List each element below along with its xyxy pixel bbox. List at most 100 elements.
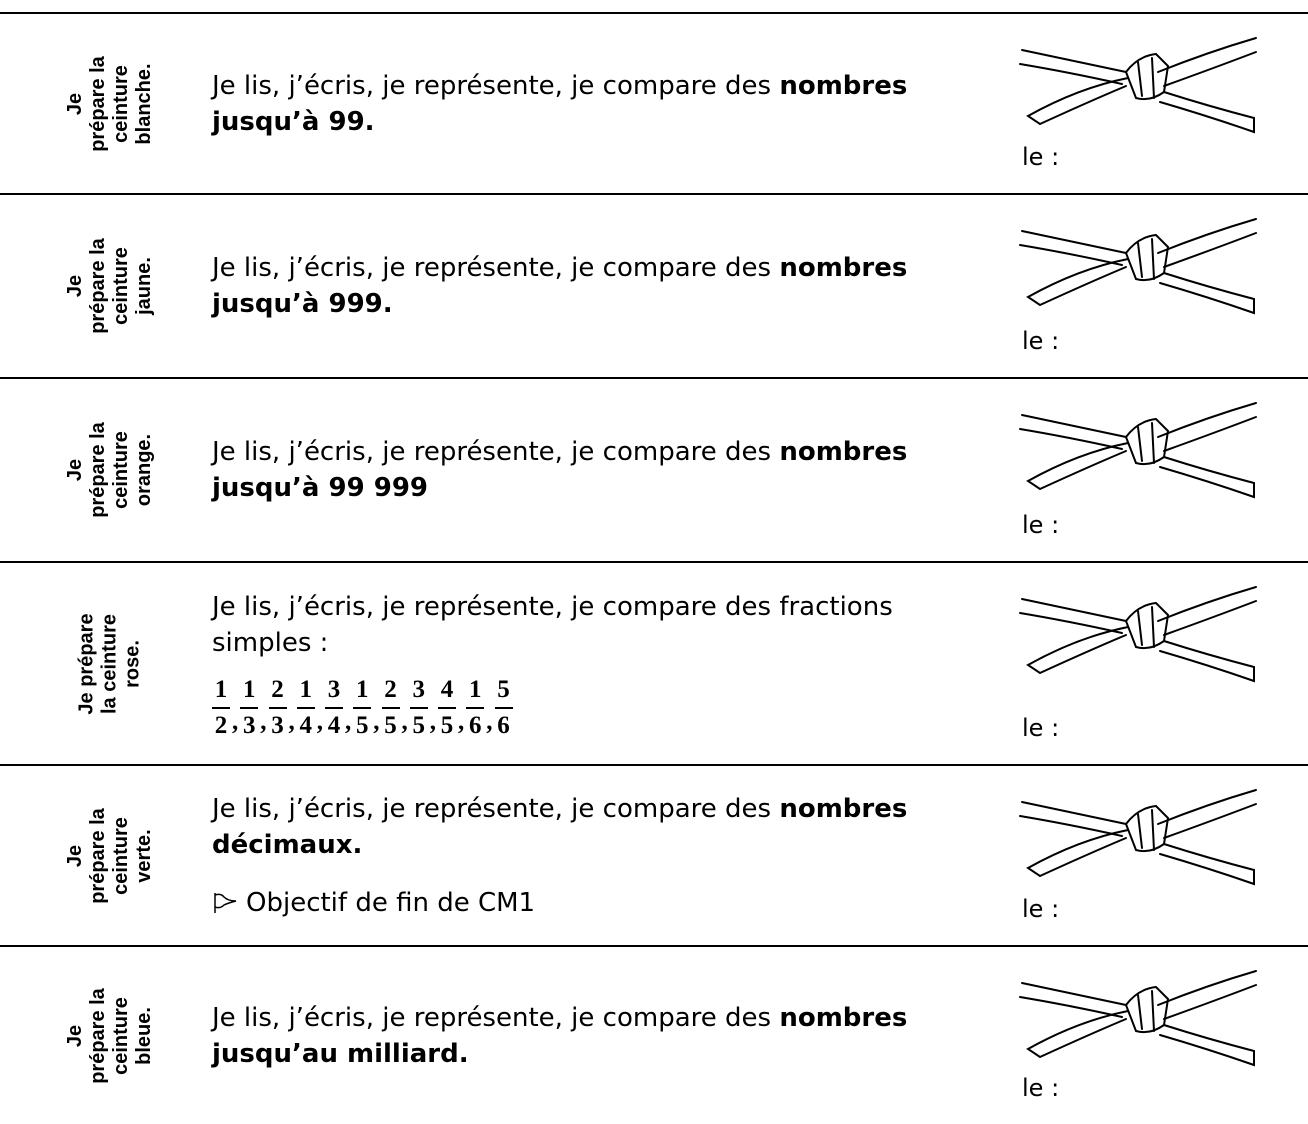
label-line: ceinture [110,431,132,509]
description: Je lis, j’écris, je représente, je compa… [212,947,972,1124]
comma: , [316,707,323,735]
row: Je prépare la ceinture bleue. Je lis, j’écri… [0,945,1308,1124]
label-line: Je [64,844,86,867]
denominator: 6 [469,711,482,739]
label-line: jaune. [133,257,155,315]
numerator: 2 [384,675,397,703]
date-label: le : [1022,327,1060,355]
label-line: la ceinture [98,613,121,714]
label-line: Je [64,274,86,298]
label-line: ceinture [110,996,132,1075]
fraction-bar [409,706,428,709]
denominator: 5 [412,711,426,739]
denominator: 5 [356,711,369,739]
fraction-bar [438,706,456,709]
belt-icon [1019,970,1257,1067]
text: Je lis, j’écris, je représente, je compa… [212,1002,780,1033]
label-line: rose. [121,639,144,688]
description-text: Je lis, j’écris, je représente, je compa… [212,589,972,661]
bold-text: nombres jusqu’au milliard. [212,1002,908,1069]
numerator: 5 [497,675,510,703]
text: Je lis, j’écris, je représente, je compa… [212,793,780,824]
numerator: 4 [440,675,454,703]
label-line: Je [64,458,86,482]
comma: , [232,707,239,735]
belt-icon [1019,402,1257,499]
row: Je prépare la ceinture blanche. Je lis, j’éc… [0,12,1308,193]
text: Je lis, j’écris, je représente, je compa… [212,437,780,467]
row-label: Je prépare la ceinture blanche. [64,56,156,152]
belt-icon [1019,586,1257,683]
denominator: 5 [384,711,397,739]
label-line: Je [64,92,86,115]
numerator: 1 [356,675,369,703]
denominator: 4 [327,711,341,739]
label-line: Je [64,1024,86,1047]
row-label: Je prépare la ceinture verte. [64,808,156,904]
fraction-bar [381,706,400,709]
fraction-bar [353,706,372,709]
belt-icon [1019,789,1257,886]
belt-icon [1019,37,1257,134]
numerator: 1 [243,675,256,703]
flag-icon [214,892,237,913]
numerator: 1 [299,675,313,703]
denominator: 2 [214,711,228,739]
row: Je prépare la ceinture jaune. Je lis, j’écri… [0,193,1308,377]
comma: , [345,707,352,735]
text: Je lis, j’écris, je représente, je compa… [212,70,780,101]
date-label: le : [1022,1074,1060,1102]
label-line: Je prépare [75,612,98,715]
label-line: ceinture [110,247,132,325]
row: Je prépare la ceinture rose. Je lis, j’écri… [0,561,1308,764]
description: Je lis, j’écris, je représente, je compa… [212,195,972,377]
label-line: orange. [133,433,155,507]
description-text: Je lis, j’écris, je représente, je compa… [212,434,972,506]
label-line: bleue. [133,1006,155,1065]
denominator: 5 [440,711,454,739]
row-label: Je prépare la ceinture rose. [76,613,145,714]
fraction-bar [466,706,485,709]
description: Je lis, j’écris, je représente, je compa… [212,563,972,764]
fraction-bar [325,706,343,709]
comma: , [458,707,465,735]
belt-icon [1019,218,1257,315]
text: Je lis, j’écris, je représente, je compa… [212,591,893,658]
label-line: verte. [133,828,155,883]
label-line: prépare la [87,422,109,518]
bold-text: nombres décimaux. [212,793,908,860]
numerator: 1 [469,675,482,703]
numerator: 3 [327,675,341,703]
label-line: prépare la [87,987,109,1084]
date-label: le : [1022,895,1060,923]
fraction-bar [212,706,230,709]
description: Je lis, j’écris, je représente, je compa… [212,766,972,945]
numerator: 2 [271,675,284,703]
description: Je lis, j’écris, je représente, je compa… [212,379,972,561]
row: Je prépare la ceinture verte. Je lis, j’écri… [0,764,1308,945]
note: Objectif de fin de CM1 [212,885,972,921]
comma: , [288,707,295,735]
bold-text: nombres jusqu’à 99 999 [212,437,908,503]
numerator: 1 [214,675,228,703]
fraction-bar [268,706,287,709]
date-label: le : [1022,511,1060,539]
label-line: prépare la [87,807,109,904]
comma: , [373,707,380,735]
fraction-bar [296,706,315,709]
denominator: 6 [497,711,510,739]
label-line: prépare la [87,55,109,152]
denominator: 3 [271,711,284,739]
row: Je prépare la ceinture orange. Je lis, j’écr… [0,377,1308,561]
description-text: Je lis, j’écris, je représente, je compa… [212,791,972,863]
bold-text: nombres jusqu’à 999. [212,253,908,319]
row-label: Je prépare la ceinture orange. [64,422,156,518]
